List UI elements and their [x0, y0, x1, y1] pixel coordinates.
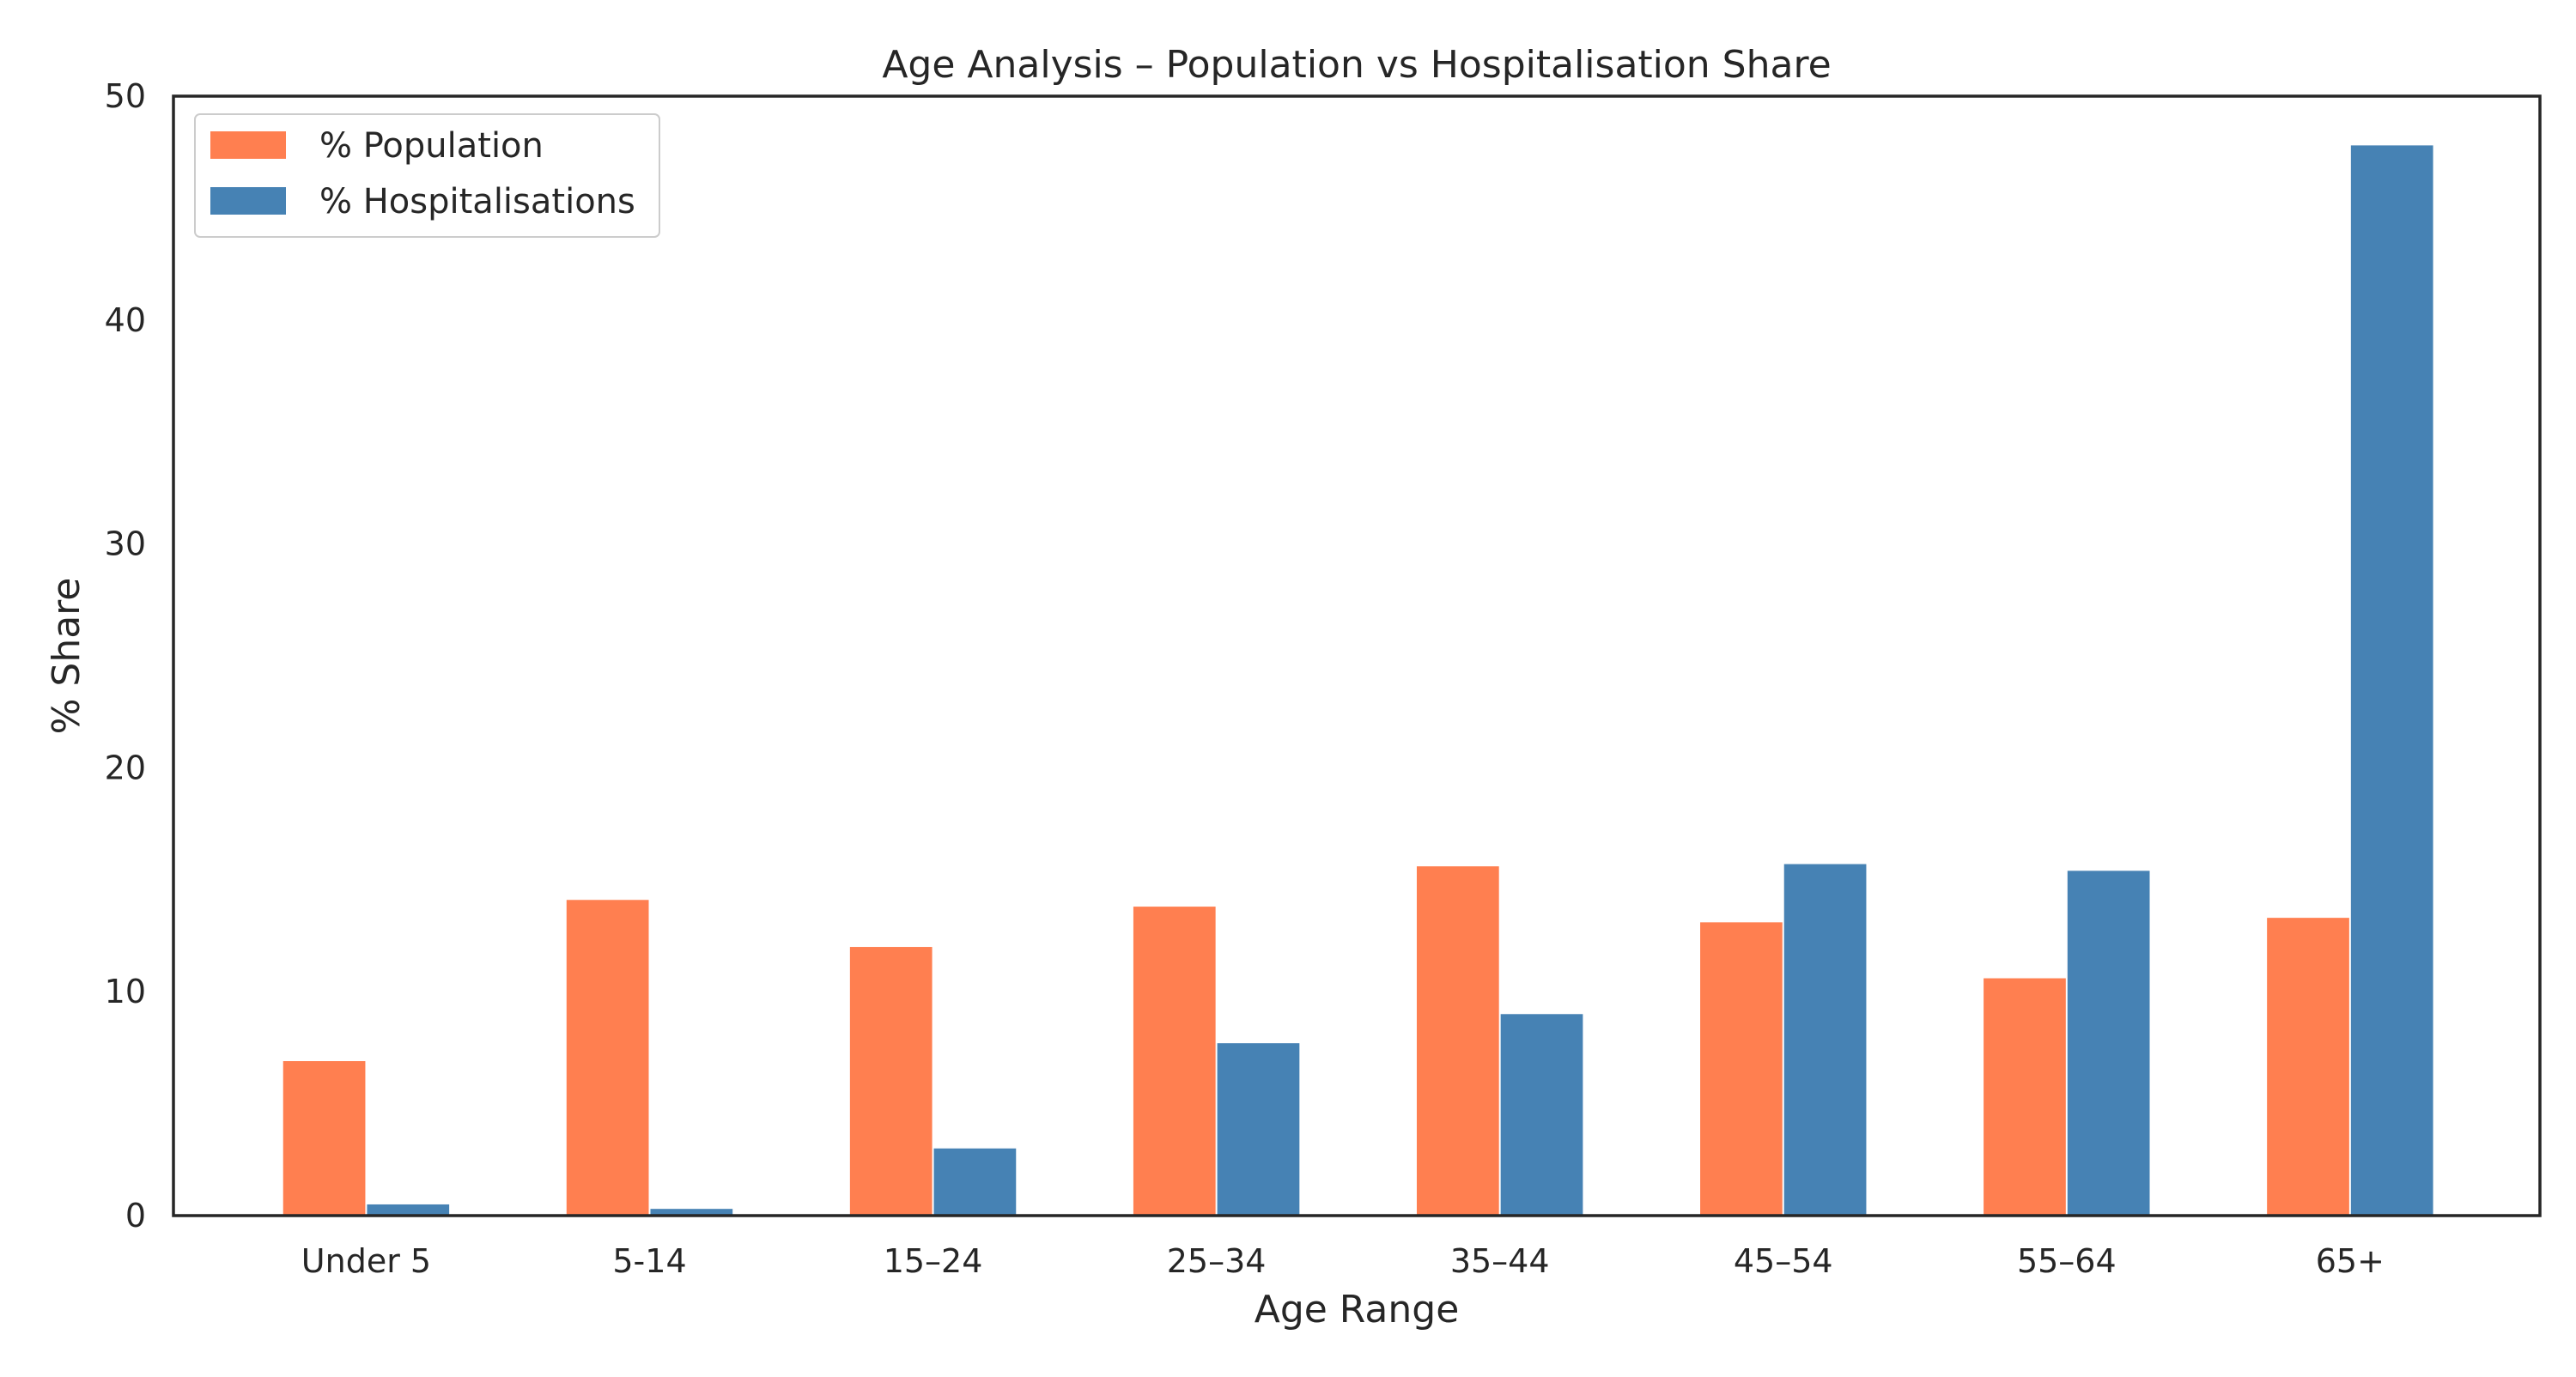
bar-hospitalisations-7 [2350, 145, 2433, 1216]
x-tick-label: 35–44 [1450, 1242, 1550, 1280]
x-tick-label: 45–54 [1734, 1242, 1833, 1280]
bar-hospitalisations-4 [1500, 1014, 1583, 1216]
x-tick-label: Under 5 [301, 1242, 431, 1280]
bar-hospitalisations-6 [2067, 870, 2150, 1216]
x-tick-label: 5-14 [612, 1242, 686, 1280]
y-axis-ticks: 0 10 20 30 40 50 [105, 77, 146, 1234]
bar-population-2 [849, 947, 933, 1216]
legend-frame [194, 113, 660, 238]
bar-hospitalisations-1 [650, 1209, 733, 1216]
x-axis-ticks: Under 5 5-14 15–24 25–34 35–44 45–54 55–64 65+ [301, 1242, 2385, 1280]
y-tick-label: 30 [105, 525, 146, 563]
bar-hospitalisations-3 [1217, 1043, 1300, 1216]
x-tick-label: 25–34 [1167, 1242, 1267, 1280]
legend: % Population % Hospitalisations [194, 113, 660, 238]
y-tick-label: 20 [105, 749, 146, 786]
bar-population-6 [1984, 978, 2066, 1216]
x-axis-label: Age Range [1255, 1288, 1460, 1332]
x-tick-label: 15–24 [884, 1242, 983, 1280]
bar-population-0 [283, 1061, 366, 1216]
bar-population-5 [1700, 922, 1783, 1216]
plot-frame [172, 94, 2542, 1217]
bars-layer [283, 145, 2433, 1216]
bar-population-4 [1416, 866, 1499, 1216]
bar-population-3 [1133, 907, 1216, 1216]
y-tick-label: 0 [125, 1197, 146, 1234]
x-tick-label: 65+ [2316, 1242, 2385, 1280]
y-axis-label: % Share [45, 578, 88, 735]
y-tick-label: 50 [105, 77, 146, 115]
x-tick-label: 55–64 [2017, 1242, 2117, 1280]
legend-label-hospitalisations: % Hospitalisations [319, 182, 635, 221]
bar-population-1 [566, 900, 649, 1216]
bar-hospitalisations-0 [367, 1204, 450, 1216]
bar-population-7 [2267, 918, 2349, 1216]
legend-label-population: % Population [319, 126, 544, 166]
y-tick-label: 10 [105, 973, 146, 1010]
bar-hospitalisations-2 [933, 1148, 1017, 1216]
y-tick-label: 40 [105, 301, 146, 339]
legend-swatch-hospitalisations [210, 187, 286, 215]
chart-title: Age Analysis – Population vs Hospitalisa… [882, 43, 1831, 87]
bar-hospitalisations-5 [1783, 864, 1867, 1216]
legend-swatch-population [210, 131, 286, 159]
